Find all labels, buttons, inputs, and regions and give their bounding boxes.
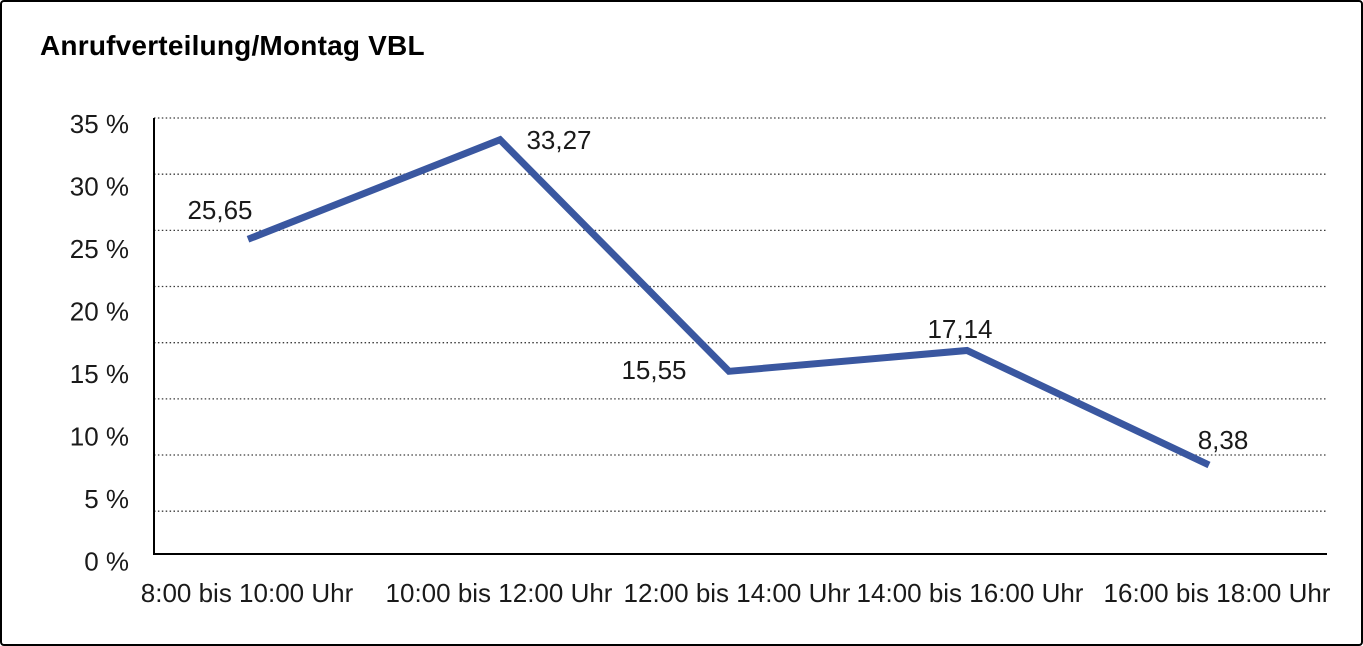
x-axis-category-label: 8:00 bis 10:00 Uhr — [141, 578, 354, 608]
y-axis-tick-label: 25 % — [70, 234, 129, 264]
axis-lines — [153, 118, 1327, 555]
y-axis-tick-label: 5 % — [84, 484, 129, 514]
x-axis-category-label: 14:00 bis 16:00 Uhr — [857, 578, 1084, 608]
gridlines-group — [154, 117, 1327, 512]
data-point-value-label: 8,38 — [1198, 425, 1249, 455]
data-point-value-label: 17,14 — [927, 314, 992, 344]
labels-group: 35 % 30 % 25 % 20 % 15 % 10 % 5 % 0 % 8:00 bis 1… — [70, 109, 1331, 608]
y-axis-tick-label: 35 % — [70, 109, 129, 139]
y-axis-tick-label: 30 % — [70, 172, 129, 202]
x-axis-category-label: 16:00 bis 18:00 Uhr — [1104, 578, 1331, 608]
y-axis-tick-label: 20 % — [70, 297, 129, 327]
data-line — [246, 135, 1211, 469]
data-series-group — [246, 135, 1211, 469]
data-point-value-label: 33,27 — [526, 125, 591, 155]
x-axis-category-label: 12:00 bis 14:00 Uhr — [624, 578, 851, 608]
axes-group — [153, 118, 1327, 555]
data-point-value-label: 25,65 — [187, 195, 252, 225]
y-axis-tick-label: 15 % — [70, 359, 129, 389]
x-axis-category-label: 10:00 bis 12:00 Uhr — [386, 578, 613, 608]
chart-title: Anrufverteilung/Montag VBL — [40, 30, 425, 61]
y-axis-tick-label: 10 % — [70, 422, 129, 452]
data-point-value-label: 15,55 — [621, 355, 686, 385]
y-axis-tick-label: 0 % — [84, 547, 129, 577]
